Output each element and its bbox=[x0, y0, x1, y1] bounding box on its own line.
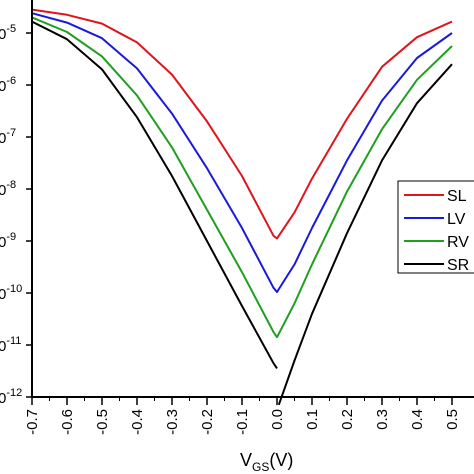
x-tick-label: -0.4 bbox=[129, 409, 146, 435]
series-line-lv bbox=[31, 12, 453, 293]
legend-label-sr: SR bbox=[447, 257, 469, 274]
x-tick-label: 0.1 bbox=[304, 409, 321, 430]
x-tick-label: -0.1 bbox=[234, 409, 251, 435]
y-tick-label: 0-5 bbox=[0, 23, 16, 43]
legend-label-rv: RV bbox=[447, 234, 469, 251]
x-axis-title-main: V bbox=[240, 450, 252, 470]
x-tick-label: 0.2 bbox=[339, 409, 356, 430]
series-line-sr-2 bbox=[277, 63, 453, 406]
series-line-sl bbox=[31, 8, 453, 240]
y-tick-label: 0-8 bbox=[0, 179, 16, 199]
y-tick-label: 0-10 bbox=[0, 283, 22, 303]
x-tick-label: 0.5 bbox=[444, 409, 461, 430]
legend-label-sl: SL bbox=[447, 188, 467, 205]
x-tick-label: -0.7 bbox=[24, 409, 41, 435]
x-tick-label: 0.0 bbox=[269, 409, 286, 430]
x-tick-label: 0.3 bbox=[374, 409, 391, 430]
legend-label-lv: LV bbox=[447, 211, 466, 228]
series-line-rv bbox=[31, 16, 453, 339]
x-tick-label: -0.2 bbox=[199, 409, 216, 435]
series-layer bbox=[31, 8, 453, 406]
x-axis-title-subscript: GS bbox=[252, 460, 269, 474]
x-tick-label: -0.5 bbox=[94, 409, 111, 435]
x-tick-label: -0.3 bbox=[164, 409, 181, 435]
legend: SL LV RV SR bbox=[397, 180, 474, 274]
y-tick-label: 0-9 bbox=[0, 231, 16, 251]
x-tick-label: -0.6 bbox=[59, 409, 76, 435]
x-tick-label: 0.4 bbox=[409, 409, 426, 430]
y-tick-label: 0-6 bbox=[0, 75, 16, 95]
x-axis-title-unit: (V) bbox=[269, 450, 293, 470]
series-line-sr-1 bbox=[31, 20, 278, 369]
y-tick-label: 0-12 bbox=[0, 387, 22, 407]
axes-layer bbox=[31, 0, 474, 398]
x-axis-title: VGS(V) bbox=[240, 450, 293, 474]
ticks-layer: -0.7 -0.6 -0.5 -0.4 -0.3 -0.2 -0.1 0.0 0.1 0.2 0.3… bbox=[0, 23, 461, 435]
y-tick-label: 0-7 bbox=[0, 127, 16, 147]
legend-box bbox=[397, 180, 474, 274]
y-tick-label: 0-11 bbox=[0, 335, 21, 355]
